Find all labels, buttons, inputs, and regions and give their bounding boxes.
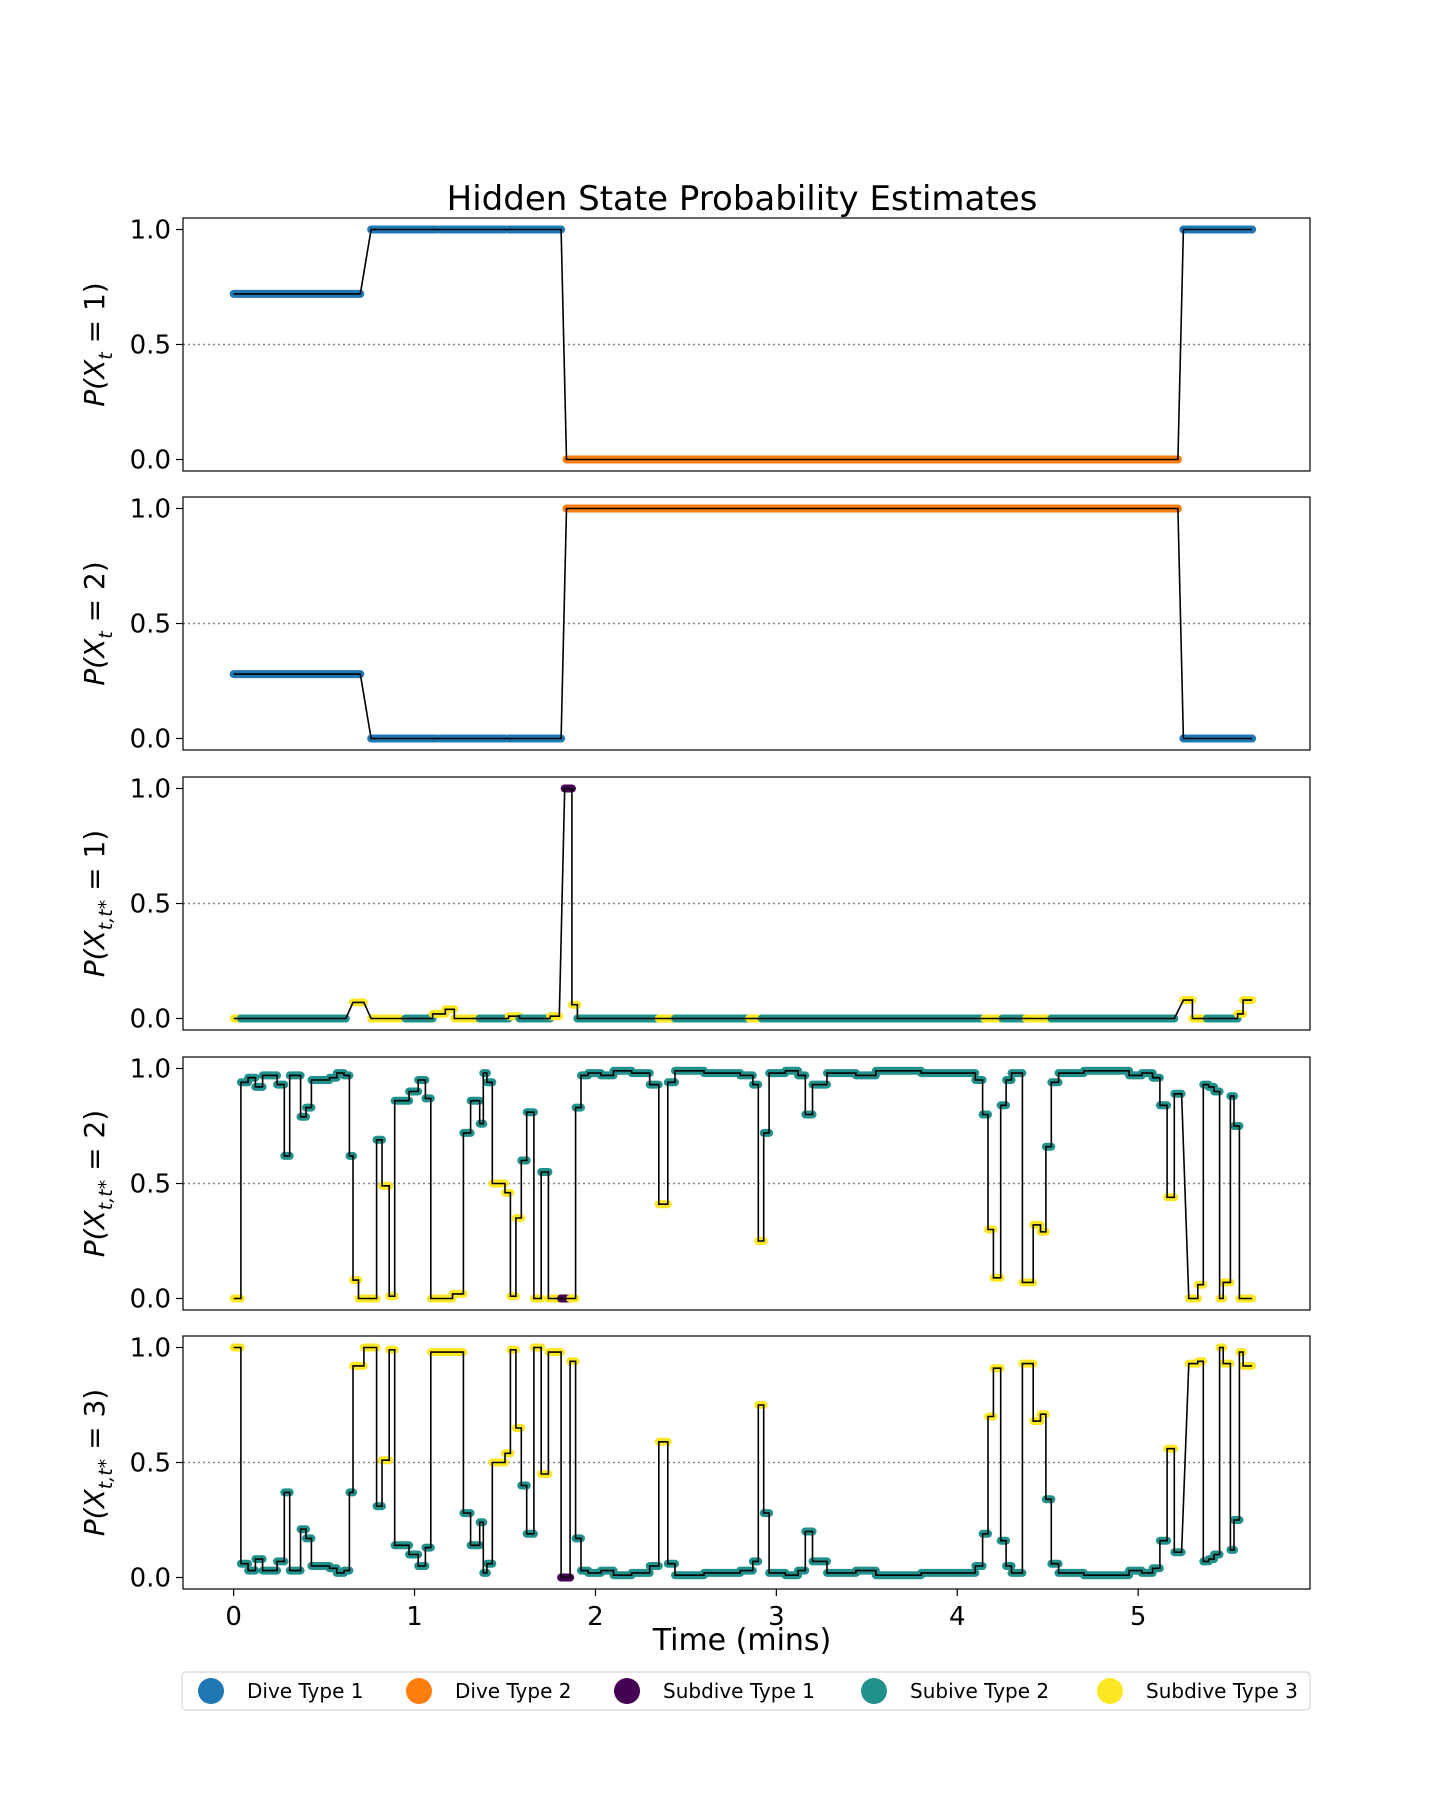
legend: Dive Type 1 Dive Type 2 Subdive Type 1 Subi… [181, 1671, 1311, 1711]
y-axis-label: P(Xt,t* = 3) [78, 1389, 117, 1536]
legend-label: Subive Type 2 [910, 1679, 1049, 1703]
panel-background [183, 1336, 1310, 1589]
y-tick-label: 1.0 [130, 495, 171, 525]
x-tick-label: 1 [406, 1602, 423, 1632]
x-tick-label: 4 [949, 1602, 966, 1632]
panel-background [183, 497, 1310, 750]
panel-background [183, 777, 1310, 1030]
panel-background [183, 218, 1310, 471]
legend-marker-sub3 [1097, 1678, 1123, 1704]
legend-label: Subdive Type 3 [1146, 1679, 1298, 1703]
y-tick-label: 0.0 [130, 446, 171, 476]
y-axis-label: P(Xt = 1) [78, 282, 117, 406]
panel-1: 0.0 0.5 1.0 P(Xt = 1) [78, 216, 1311, 476]
y-tick-label: 1.0 [130, 1055, 171, 1085]
legend-marker-sub1 [614, 1678, 640, 1704]
x-axis-label: Time (mins) [652, 1623, 832, 1658]
probability-line [233, 228, 1253, 461]
panel-2: 0.0 0.5 1.0 P(Xt = 2) [78, 495, 1311, 755]
x-tick-label: 0 [225, 1602, 242, 1632]
y-tick-label: 0.0 [130, 1285, 171, 1315]
legend-marker-sub2 [861, 1678, 887, 1704]
y-axis-label: P(Xt,t* = 1) [78, 830, 117, 977]
y-tick-label: 0.0 [130, 1564, 171, 1594]
x-axis: 0 1 2 3 4 5 [225, 1589, 1146, 1632]
legend-label: Dive Type 1 [247, 1679, 363, 1703]
y-tick-label: 0.5 [130, 610, 171, 640]
y-tick-label: 0.0 [130, 725, 171, 755]
legend-label: Dive Type 2 [455, 1679, 571, 1703]
y-tick-label: 0.5 [130, 1449, 171, 1479]
y-tick-label: 0.5 [130, 331, 171, 361]
x-tick-label: 3 [768, 1602, 785, 1632]
y-tick-label: 1.0 [130, 216, 171, 246]
legend-frame [181, 1671, 1311, 1711]
y-tick-label: 0.0 [130, 1005, 171, 1035]
y-axis-label: P(Xt = 2) [78, 561, 117, 685]
y-tick-label: 1.0 [130, 775, 171, 805]
legend-marker-dive1 [198, 1678, 224, 1704]
panel-5: 0.0 0.5 1.0 P(Xt,t* = 3) [78, 1334, 1311, 1594]
probability-line [233, 1070, 1253, 1300]
y-tick-label: 1.0 [130, 1334, 171, 1364]
probability-line [233, 507, 1253, 740]
chart-title: Hidden State Probability Estimates [447, 179, 1038, 219]
legend-marker-dive2 [406, 1678, 432, 1704]
legend-label: Subdive Type 1 [663, 1679, 815, 1703]
panels-layer: 0.00.51.0P(Xt = 1)0.00.51.0P(Xt = 2)0.00… [78, 216, 1311, 1594]
y-axis-label: P(Xt,t* = 2) [78, 1110, 117, 1257]
y-tick-label: 0.5 [130, 890, 171, 920]
probability-line [233, 1346, 1253, 1579]
x-tick-label: 5 [1130, 1602, 1147, 1632]
y-tick-label: 0.5 [130, 1170, 171, 1200]
x-tick-label: 2 [587, 1602, 604, 1632]
panel-background [183, 1057, 1310, 1310]
probability-line [233, 787, 1253, 1020]
panel-4: 0.0 0.5 1.0 P(Xt,t* = 2) [78, 1055, 1311, 1315]
panel-3: 0.0 0.5 1.0 P(Xt,t* = 1) [78, 775, 1311, 1035]
